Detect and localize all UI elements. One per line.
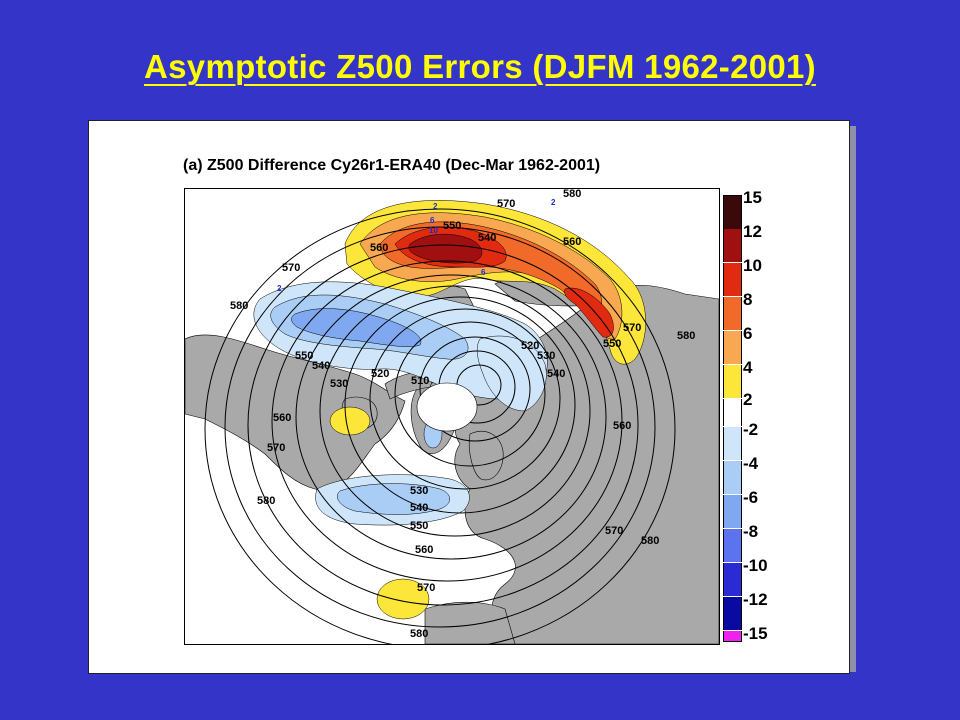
contour-label-group: 580 570 560 550 540 530 520 510 580 570 … [230, 189, 695, 640]
contour-label: 580 [410, 628, 428, 640]
legend-swatch [723, 461, 742, 494]
pos-blob-greenland [329, 406, 371, 436]
contour-label: 570 [605, 525, 623, 537]
contour-label: 560 [273, 412, 291, 424]
contour-label: 570 [267, 442, 285, 454]
pos-8-east [564, 287, 614, 338]
anomaly-label-group: 2 6 10 6 2 2 [277, 198, 556, 293]
legend-swatch [723, 331, 742, 364]
legend-swatch [723, 495, 742, 528]
contour-label: 560 [415, 544, 433, 556]
neg-6-pacific [291, 308, 422, 347]
anomaly-label: 6 [430, 216, 435, 225]
contour-label: 540 [547, 368, 565, 380]
slide-title: Asymptotic Z500 Errors (DJFM 1962-2001) [144, 48, 816, 85]
legend-label: -8 [743, 522, 759, 541]
contour-label: 550 [603, 338, 621, 350]
anomaly-label: 10 [429, 226, 438, 235]
legend-label: 15 [743, 188, 762, 207]
legend-swatch [723, 631, 742, 642]
contour-label: 550 [443, 220, 461, 232]
contour-label: 580 [563, 189, 581, 200]
legend-swatch [723, 263, 742, 296]
contour-label: 530 [330, 378, 348, 390]
contour-label: 580 [641, 535, 659, 547]
legend-swatch [723, 427, 742, 460]
legend-label: -4 [743, 454, 759, 473]
contour-label: 550 [410, 520, 428, 532]
contour-label: 530 [537, 350, 555, 362]
contour-label: 540 [312, 360, 330, 372]
anomaly-label: 2 [551, 198, 556, 207]
pole-ocean [416, 382, 478, 432]
legend-label: -12 [743, 590, 768, 609]
contour-label: 520 [371, 368, 389, 380]
legend-label: 8 [743, 290, 753, 309]
negative-anomaly [253, 281, 548, 526]
contour-label: 520 [521, 340, 539, 352]
legend-swatch [723, 365, 742, 398]
legend-swatch [723, 529, 742, 562]
anomaly-label: 2 [277, 284, 282, 293]
contour-label: 550 [295, 350, 313, 362]
positive-anomaly [329, 200, 646, 620]
legend-label: -6 [743, 488, 759, 507]
legend-label: 2 [743, 390, 753, 409]
legend-label: 4 [743, 358, 753, 377]
contour-label: 540 [410, 502, 428, 514]
contour-label: 570 [623, 322, 641, 334]
legend-label: -10 [743, 556, 768, 575]
legend-swatch [723, 297, 742, 330]
map-svg: 580 570 560 550 540 530 520 510 580 570 … [185, 189, 719, 644]
contour-label: 510 [411, 375, 429, 387]
legend-label: -2 [743, 420, 759, 439]
contour-label: 540 [478, 232, 496, 244]
legend-label: 6 [743, 324, 753, 343]
legend-label: 12 [743, 222, 762, 241]
contour-label: 570 [497, 198, 515, 210]
polar-map: 580 570 560 550 540 530 520 510 580 570 … [184, 188, 720, 645]
colorbar-legend: 15 12 10 8 6 4 2 -2 -4 -6 -8 -10 -12 -15 [723, 189, 813, 645]
contour-label: 580 [677, 330, 695, 342]
legend-swatch [723, 563, 742, 596]
contour-label: 570 [282, 262, 300, 274]
contour-label: 570 [417, 582, 435, 594]
anomaly-label: 2 [433, 202, 438, 211]
anomaly-label: 6 [481, 268, 486, 277]
legend-swatch [723, 195, 742, 229]
contour-label: 560 [370, 242, 388, 254]
legend-swatch [723, 229, 742, 262]
contour-label: 560 [563, 236, 581, 248]
contour-label: 580 [257, 495, 275, 507]
land-africa [424, 601, 516, 644]
contour-label: 580 [230, 300, 248, 312]
figure-title: (a) Z500 Difference Cy26r1-ERA40 (Dec-Ma… [183, 157, 601, 174]
contour-label: 530 [410, 485, 428, 497]
contour-label: 560 [613, 420, 631, 432]
legend-swatch [723, 597, 742, 630]
pos-blob-atlantic [376, 578, 430, 620]
legend-label: 10 [743, 256, 762, 275]
pos-10 [408, 233, 483, 264]
legend-swatch [723, 399, 742, 426]
legend-label: -15 [743, 624, 768, 643]
land-scandinavia [468, 431, 504, 481]
